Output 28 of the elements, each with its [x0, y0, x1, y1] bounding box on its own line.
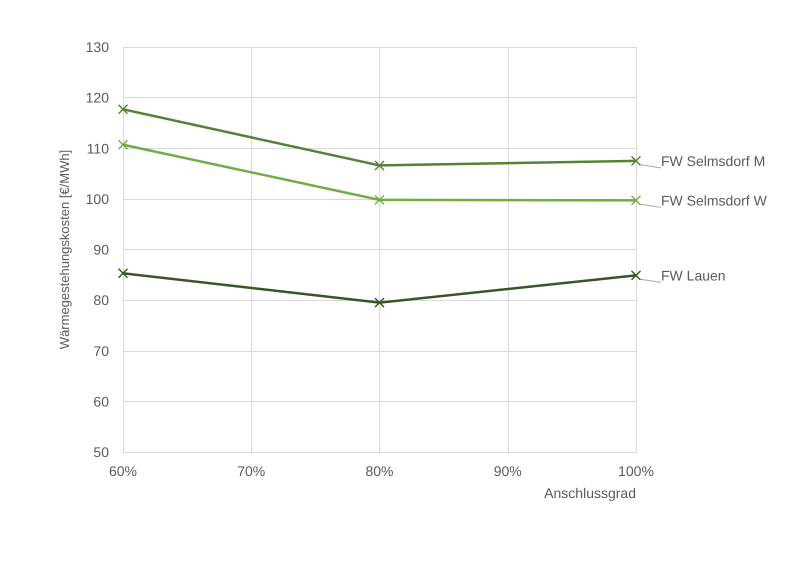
y-tick-label: 130 — [86, 39, 110, 55]
series-label: FW Lauen — [661, 267, 726, 284]
point — [631, 156, 641, 166]
x-tick-label: 90% — [494, 463, 522, 479]
y-tick-label: 80 — [93, 292, 110, 308]
y-tick-label: 100 — [86, 190, 110, 207]
point — [631, 195, 641, 206]
y-axis-title: Wärmegestehungskosten [€/MWh] — [57, 150, 72, 350]
series-label: FW Selmsdorf W — [661, 192, 768, 208]
y-tick-label: 120 — [86, 90, 110, 106]
y-tick-label: 110 — [86, 140, 110, 156]
point — [118, 104, 128, 114]
point — [631, 270, 641, 280]
x-axis-title: Anschlussgrad — [544, 485, 636, 501]
y-tick-label: 90 — [93, 242, 110, 258]
series-label: FW Selmsdorf M — [661, 152, 766, 169]
y-tick-label: 70 — [93, 342, 110, 359]
x-tick-label: 60% — [108, 463, 138, 479]
y-tick-label: 50 — [93, 444, 110, 460]
x-tick-label: 100% — [618, 463, 654, 479]
x-tick-label: 70% — [237, 463, 266, 479]
y-tick-label: 60 — [93, 393, 110, 410]
point — [374, 194, 384, 205]
x-tick-label: 80% — [365, 463, 394, 479]
point — [374, 160, 384, 170]
point — [374, 298, 384, 308]
point — [118, 268, 128, 278]
point — [118, 140, 128, 150]
